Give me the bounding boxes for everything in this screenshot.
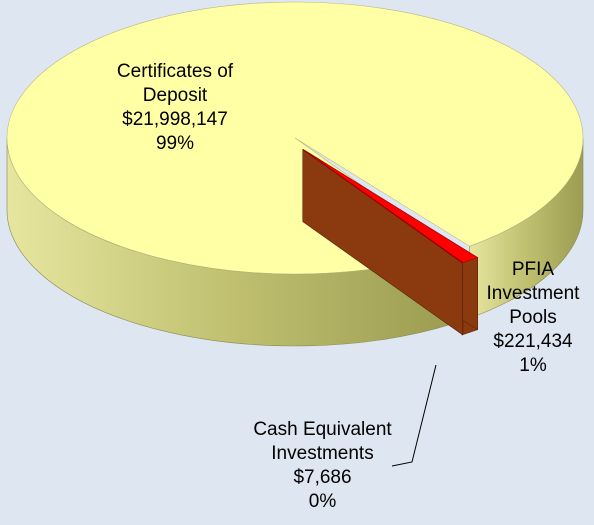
value-label: $7,686 (293, 467, 352, 488)
percent-label: 1% (519, 355, 547, 376)
slice-label: Certificates of Deposit $21,998,147 99% (95, 60, 255, 156)
slice-label: Cash Equivalent Investments $7,686 0% (225, 418, 420, 514)
category-label: Certificates of Deposit (116, 61, 234, 106)
leader-line (391, 364, 437, 467)
slice-label: PFIA Investment Pools $221,434 1% (470, 258, 594, 378)
category-label: Cash Equivalent Investments (253, 419, 392, 464)
percent-label: 99% (155, 133, 195, 154)
slice (302, 149, 464, 264)
value-label: $21,998,147 (122, 109, 228, 130)
slice (302, 149, 479, 263)
percent-label: 0% (308, 491, 337, 512)
slice (6, 1, 584, 275)
value-label: $221,434 (493, 331, 573, 352)
category-label: PFIA Investment Pools (486, 259, 580, 328)
